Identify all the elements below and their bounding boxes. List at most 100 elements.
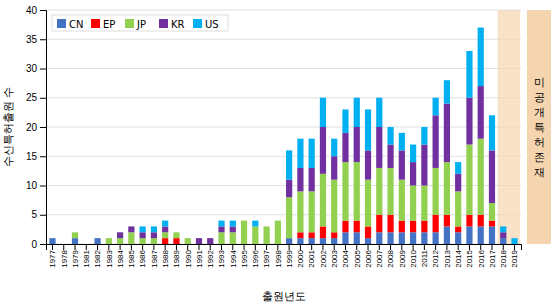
tick: 1981 — [82, 244, 91, 268]
series — [162, 215, 495, 244]
annotation-box — [527, 10, 551, 244]
tick-label: 1979 — [71, 249, 80, 267]
tick-label: 2003 — [330, 249, 339, 267]
series — [140, 28, 518, 244]
bar — [83, 244, 89, 245]
bar — [466, 145, 472, 215]
bar — [354, 127, 360, 162]
bar — [376, 127, 382, 168]
bar — [230, 221, 236, 227]
legend-item: JP — [125, 19, 146, 30]
tick-mark — [40, 39, 46, 40]
bar — [399, 180, 405, 221]
tick: 2019 — [510, 244, 519, 268]
y-axis: 0510152025303540 — [26, 5, 47, 250]
bar — [466, 215, 472, 227]
bar — [320, 226, 326, 238]
bar — [207, 238, 213, 239]
bar — [297, 139, 303, 168]
tick-mark — [491, 244, 492, 250]
bar — [106, 238, 112, 239]
tick-label: 1990 — [184, 249, 193, 267]
bar — [433, 232, 439, 244]
bar — [354, 221, 360, 233]
bar — [140, 226, 146, 232]
bar — [376, 168, 382, 215]
bar — [218, 226, 224, 232]
bar — [275, 220, 281, 221]
tick-label: 2017 — [488, 249, 497, 267]
tick-mark — [153, 244, 154, 250]
legend-label: JP — [136, 19, 146, 30]
tick-mark — [198, 244, 199, 250]
bar — [365, 150, 371, 179]
tick: 2005 — [353, 244, 362, 268]
bar — [263, 226, 269, 227]
tick: 2016 — [477, 244, 486, 268]
bar — [399, 133, 405, 151]
bar — [320, 98, 326, 127]
bar — [196, 238, 202, 244]
bar — [500, 232, 506, 238]
tick-label: 2007 — [375, 249, 384, 267]
grid-line — [46, 68, 521, 69]
bar — [94, 238, 100, 239]
legend-item: US — [193, 19, 219, 30]
tick: 1995 — [240, 244, 249, 268]
grid-line — [46, 39, 521, 40]
tick-label: 1984 — [116, 249, 125, 267]
tick: 2001 — [307, 244, 316, 268]
tick: 2004 — [341, 244, 350, 268]
bar — [387, 168, 393, 215]
tick-label: 25 — [26, 92, 38, 103]
bar — [117, 232, 123, 238]
bar — [151, 226, 157, 232]
bar — [117, 238, 123, 244]
bar — [49, 238, 55, 239]
bar — [185, 238, 191, 239]
bar — [162, 226, 168, 232]
tick: 2007 — [375, 244, 384, 268]
tick-mark — [266, 244, 267, 250]
bar — [399, 221, 405, 233]
tick: 1985 — [127, 244, 136, 268]
marks — [49, 10, 520, 244]
bar — [489, 226, 495, 244]
bar — [61, 244, 67, 245]
bar — [275, 221, 281, 244]
legend-item: KR — [159, 19, 185, 30]
bar — [511, 238, 517, 244]
bar — [72, 238, 78, 244]
bar — [72, 232, 78, 233]
tick: 40 — [26, 5, 46, 16]
tick-mark — [446, 244, 447, 250]
bar — [94, 238, 100, 239]
tick-label: 1992 — [206, 249, 215, 267]
bar — [466, 98, 472, 145]
bar — [297, 191, 303, 232]
bar — [331, 139, 337, 157]
bar — [297, 238, 303, 244]
tick-mark — [187, 244, 188, 250]
tick-label: 0 — [31, 239, 37, 250]
bar — [49, 238, 55, 244]
bar — [309, 191, 315, 232]
bar — [286, 180, 292, 198]
tick: 1989 — [172, 244, 181, 268]
bar — [466, 226, 472, 244]
tick-label: 2005 — [353, 249, 362, 267]
tick-label: 1993 — [217, 249, 226, 267]
tick-label: 1999 — [285, 249, 294, 267]
tick-label: 2008 — [386, 249, 395, 267]
bar — [106, 238, 112, 239]
tick-mark — [40, 10, 46, 11]
bar — [83, 244, 89, 245]
tick: 1999 — [285, 244, 294, 268]
bar — [320, 174, 326, 227]
bar — [252, 221, 258, 227]
tick: 1992 — [206, 244, 215, 268]
bar — [478, 215, 484, 227]
tick-mark — [63, 244, 64, 250]
bar — [433, 98, 439, 116]
bar — [433, 215, 439, 233]
